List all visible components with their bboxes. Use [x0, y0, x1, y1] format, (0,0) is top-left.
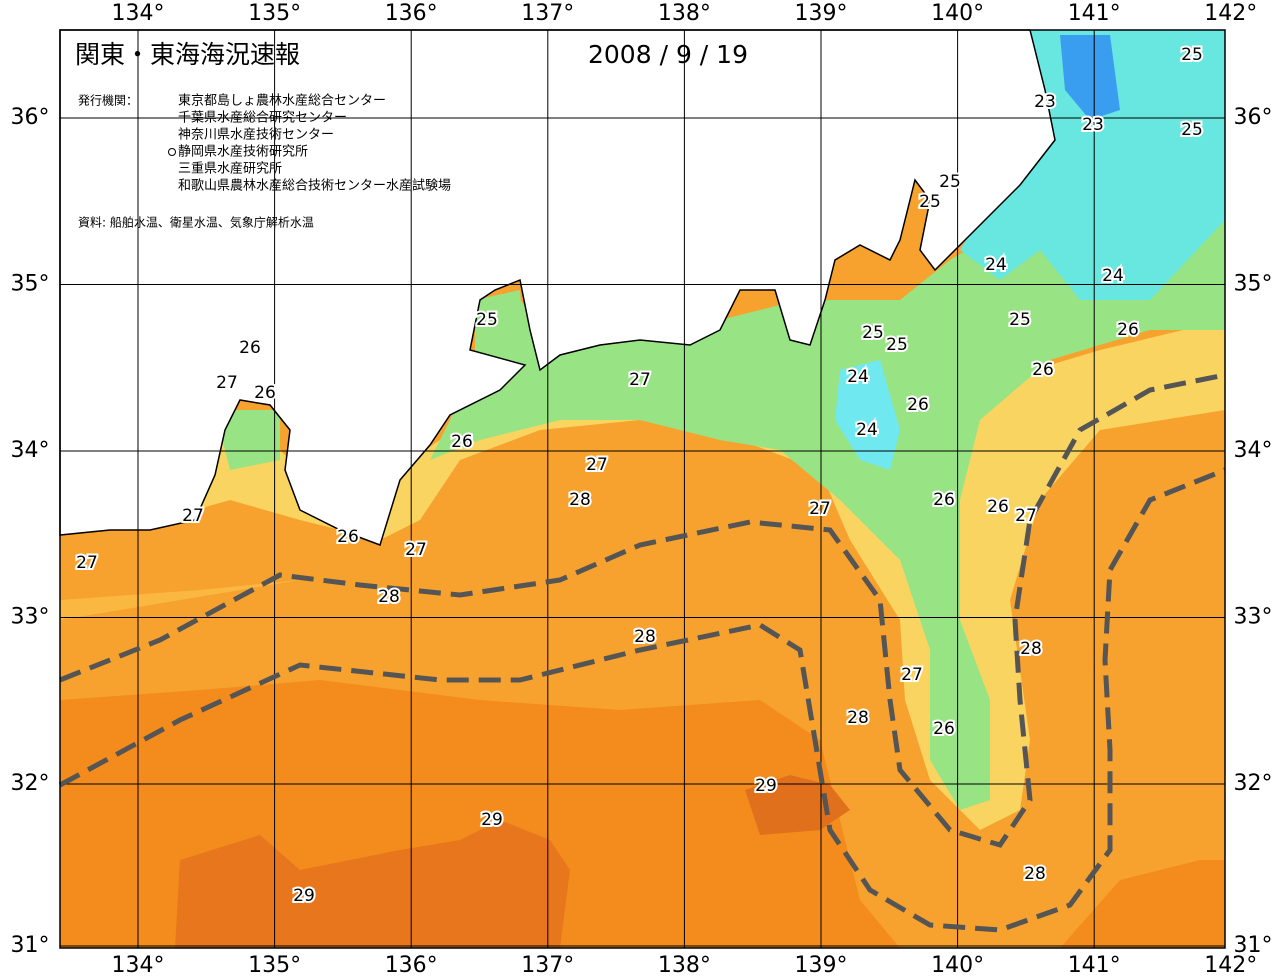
contour-label: 26 [933, 719, 955, 739]
contour-label: 26 [987, 497, 1009, 517]
contour-label: 27 [809, 499, 831, 519]
contour-label: 27 [76, 553, 98, 573]
contour-label: 27 [182, 506, 204, 526]
contour-label: 27 [586, 455, 608, 475]
lon-label: 140° [931, 953, 984, 978]
contour-label: 27 [629, 370, 651, 390]
land [59, 29, 1056, 546]
lon-label: 134° [112, 953, 165, 978]
issuer-name: 和歌山県農林水産総合技術センター水産試験場 [178, 178, 451, 194]
cool-zone [430, 180, 1225, 810]
lon-label: 138° [658, 1, 711, 26]
contour-label: 25 [919, 192, 941, 212]
lat-label: 32° [11, 771, 50, 796]
lat-label: 35° [11, 272, 50, 297]
contour-label: 26 [451, 432, 473, 452]
source-note: 資料: 船舶水温、衛星水温、気象庁解析水温 [78, 215, 314, 230]
contour-label: 26 [254, 383, 276, 403]
lon-label: 142° [1204, 953, 1257, 978]
warmest-zone [175, 820, 570, 948]
kuroshio-edge [59, 372, 1226, 848]
contour-label: 25 [1181, 120, 1203, 140]
lon-label: 137° [521, 1, 574, 26]
contour-label: 24 [856, 420, 878, 440]
lon-label: 137° [521, 953, 574, 978]
lon-label: 139° [795, 1, 848, 26]
lon-label: 135° [248, 953, 301, 978]
lon-label: 135° [248, 1, 301, 26]
contour-label: 25 [862, 323, 884, 343]
issuer-label: 発行機関： [78, 93, 138, 108]
lon-label: 136° [385, 953, 438, 978]
lat-label: 34° [11, 438, 50, 463]
issuer-name: 三重県水産研究所 [178, 161, 282, 177]
lat-label: 33° [1234, 605, 1273, 630]
cool-zone [215, 410, 280, 470]
contour-label: 25 [1181, 45, 1203, 65]
map-date: 2008 / 9 / 19 [588, 40, 748, 69]
contour-label: 25 [939, 172, 961, 192]
contour-label: 27 [901, 665, 923, 685]
contour-label: 26 [1032, 360, 1054, 380]
lat-label: 34° [1234, 438, 1273, 463]
lat-label: 32° [1234, 771, 1273, 796]
contour-label: 26 [907, 395, 929, 415]
lon-label: 134° [112, 1, 165, 26]
cold-zone [835, 360, 900, 470]
kuroshio-edge [58, 467, 1226, 933]
contour-label: 25 [886, 335, 908, 355]
contour-label: 28 [1024, 864, 1046, 884]
cold-zone [960, 30, 1225, 300]
contour-label: 23 [1034, 92, 1056, 112]
contour-label: 24 [847, 367, 869, 387]
contour-label: 28 [1020, 639, 1042, 659]
lon-label: 140° [931, 1, 984, 26]
warm-zone [1060, 860, 1225, 948]
contour-label: 28 [634, 627, 656, 647]
lat-label: 31° [11, 933, 50, 958]
issuer-name: 千葉県水産総合研究センター [178, 110, 347, 126]
cool-zone [475, 290, 525, 360]
map-title: 関東・東海海況速報 [75, 40, 300, 69]
contour-label: 27 [1015, 506, 1037, 526]
issuer-name: 東京都島しょ農林水産総合センター [178, 93, 386, 109]
issuer-name: 神奈川県水産技術センター [178, 127, 334, 143]
issuer-marker [168, 148, 176, 156]
lon-label: 139° [795, 953, 848, 978]
contour-label: 28 [569, 490, 591, 510]
lat-label: 31° [1234, 933, 1273, 958]
transition-zone [60, 580, 300, 620]
lat-label: 33° [11, 605, 50, 630]
contour-label: 26 [337, 527, 359, 547]
contour-label: 24 [985, 255, 1007, 275]
lat-label: 36° [11, 105, 50, 130]
contour-label: 26 [933, 490, 955, 510]
contour-label: 28 [378, 587, 400, 607]
lon-label: 141° [1068, 953, 1121, 978]
contour-label: 24 [1102, 266, 1124, 286]
contour-label: 25 [1009, 310, 1031, 330]
lon-label: 138° [658, 953, 711, 978]
lat-label: 36° [1234, 105, 1273, 130]
lat-label: 35° [1234, 272, 1273, 297]
map-frame [59, 29, 1226, 949]
contour-label: 25 [476, 310, 498, 330]
lon-label: 142° [1204, 1, 1257, 26]
contour-label: 29 [293, 886, 315, 906]
warmest-zone [745, 775, 850, 835]
contour-label: 23 [1082, 115, 1104, 135]
contour-label: 26 [239, 338, 261, 358]
contour-label: 29 [481, 810, 503, 830]
contour-label: 26 [1117, 320, 1139, 340]
lon-label: 141° [1068, 1, 1121, 26]
contour-label: 27 [216, 373, 238, 393]
contour-label: 28 [847, 708, 869, 728]
lon-label: 136° [385, 1, 438, 26]
contour-label: 27 [405, 540, 427, 560]
contour-label: 29 [755, 776, 777, 796]
graticule [60, 30, 1225, 948]
issuer-name: 静岡県水産技術研究所 [178, 144, 308, 160]
coldest-zone [1060, 35, 1120, 120]
